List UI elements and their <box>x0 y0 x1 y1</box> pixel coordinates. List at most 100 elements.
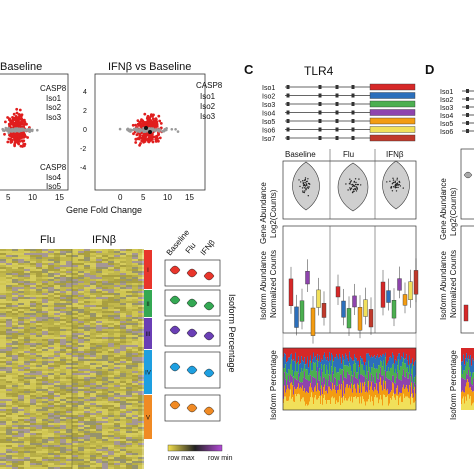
pct-segment <box>395 393 396 400</box>
heatmap-cell <box>30 465 36 467</box>
heatmap-cell <box>114 403 120 405</box>
scatter-point <box>13 118 17 122</box>
heatmap-cell <box>60 409 66 411</box>
heatmap-cell <box>60 427 66 429</box>
pct-segment <box>466 353 467 362</box>
heatmap-cell <box>30 311 36 313</box>
pct-segment <box>351 396 352 410</box>
heatmap-cell <box>60 405 66 407</box>
heatmap-cell <box>6 263 12 265</box>
heatmap-cell <box>18 339 24 341</box>
heatmap-cell <box>30 287 36 289</box>
pct-segment <box>348 366 349 375</box>
heatmap-cell <box>84 309 90 311</box>
pct-segment <box>321 364 322 370</box>
pct-segment <box>368 399 369 410</box>
isoform-exon <box>466 113 469 117</box>
pct-segment <box>387 363 388 372</box>
pct-segment <box>313 404 314 410</box>
pct-segment <box>358 374 359 386</box>
pct-segment <box>469 367 470 377</box>
heatmap-cell <box>66 409 72 411</box>
heatmap-cell <box>102 437 108 439</box>
pct-segment <box>366 401 367 410</box>
heatmap-cell <box>30 249 36 251</box>
heatmap-cell <box>102 429 108 431</box>
heatmap-cell <box>48 375 54 377</box>
heatmap-cell <box>6 399 12 401</box>
heatmap-cell <box>60 319 66 321</box>
pct-segment <box>374 355 375 369</box>
isoform-exon <box>351 102 355 106</box>
pct-segment <box>301 399 302 410</box>
heatmap-cell <box>72 421 78 423</box>
heatmap-cell <box>18 433 24 435</box>
pct-segment <box>407 348 408 361</box>
pct-segment <box>375 368 376 384</box>
heatmap-cell <box>54 275 60 277</box>
heatmap-cell <box>6 269 12 271</box>
heatmap-cell <box>138 393 144 395</box>
heatmap-cell <box>60 267 66 269</box>
pct-segment <box>361 364 362 375</box>
heatmap-cell <box>36 399 42 401</box>
heatmap-cell <box>6 289 12 291</box>
heatmap-cell <box>102 337 108 339</box>
heatmap-cell <box>36 445 42 447</box>
heatmap-cell <box>84 269 90 271</box>
heatmap-cell <box>138 337 144 339</box>
heatmap-cell <box>78 349 84 351</box>
pct-segment <box>350 348 351 358</box>
pct-segment <box>373 376 374 392</box>
pct-segment <box>330 381 331 390</box>
heatmap-cell <box>18 335 24 337</box>
heatmap-cell <box>96 409 102 411</box>
heatmap-cell <box>102 411 108 413</box>
heatmap-cell <box>24 367 30 369</box>
heatmap-cell <box>90 425 96 427</box>
pct-segment <box>299 364 300 377</box>
pct-segment <box>385 381 386 398</box>
heatmap-cell <box>126 369 132 371</box>
heatmap-cell <box>6 369 12 371</box>
heatmap-cell <box>12 389 18 391</box>
pct-segment <box>358 397 359 410</box>
heatmap-cell <box>84 313 90 315</box>
heatmap-cell <box>48 315 54 317</box>
pct-segment <box>350 382 351 389</box>
heatmap-cell <box>60 321 66 323</box>
connector-lines <box>282 333 417 348</box>
pct-segment <box>335 348 336 358</box>
heatmap-cell <box>42 255 48 257</box>
heatmap-cell <box>36 273 42 275</box>
heatmap-cell <box>24 457 30 459</box>
pct-segment <box>368 371 369 382</box>
heatmap-cell <box>60 331 66 333</box>
pct-segment <box>392 364 393 376</box>
heatmap-cell <box>12 343 18 345</box>
pct-segment <box>284 353 285 369</box>
cluster-segment <box>144 350 152 394</box>
pct-segment <box>317 399 318 410</box>
heatmap-cell <box>84 373 90 375</box>
pct-segment <box>405 377 406 388</box>
heatmap-cell <box>114 423 120 425</box>
heatmap-cell <box>102 253 108 255</box>
heatmap-cell <box>132 291 138 293</box>
pct-segment <box>412 398 413 410</box>
heatmap-cell <box>60 421 66 423</box>
heatmap-cell <box>108 421 114 423</box>
heatmap-cell <box>30 285 36 287</box>
heatmap-cell <box>0 435 6 437</box>
heatmap-cell <box>114 377 120 379</box>
heatmap-cell <box>6 451 12 453</box>
heatmap-cell <box>6 257 12 259</box>
heatmap-cell <box>36 421 42 423</box>
heatmap-cell <box>0 329 6 331</box>
heatmap-cell <box>42 323 48 325</box>
scatter-left-annotations: CASP8 Iso1 Iso2 Iso3 CASP8 Iso4 Iso5 <box>40 84 67 191</box>
heatmap-cell <box>108 449 114 451</box>
scatter-point <box>21 122 24 125</box>
heatmap-cell <box>132 293 138 295</box>
heatmap-cell <box>108 279 114 281</box>
